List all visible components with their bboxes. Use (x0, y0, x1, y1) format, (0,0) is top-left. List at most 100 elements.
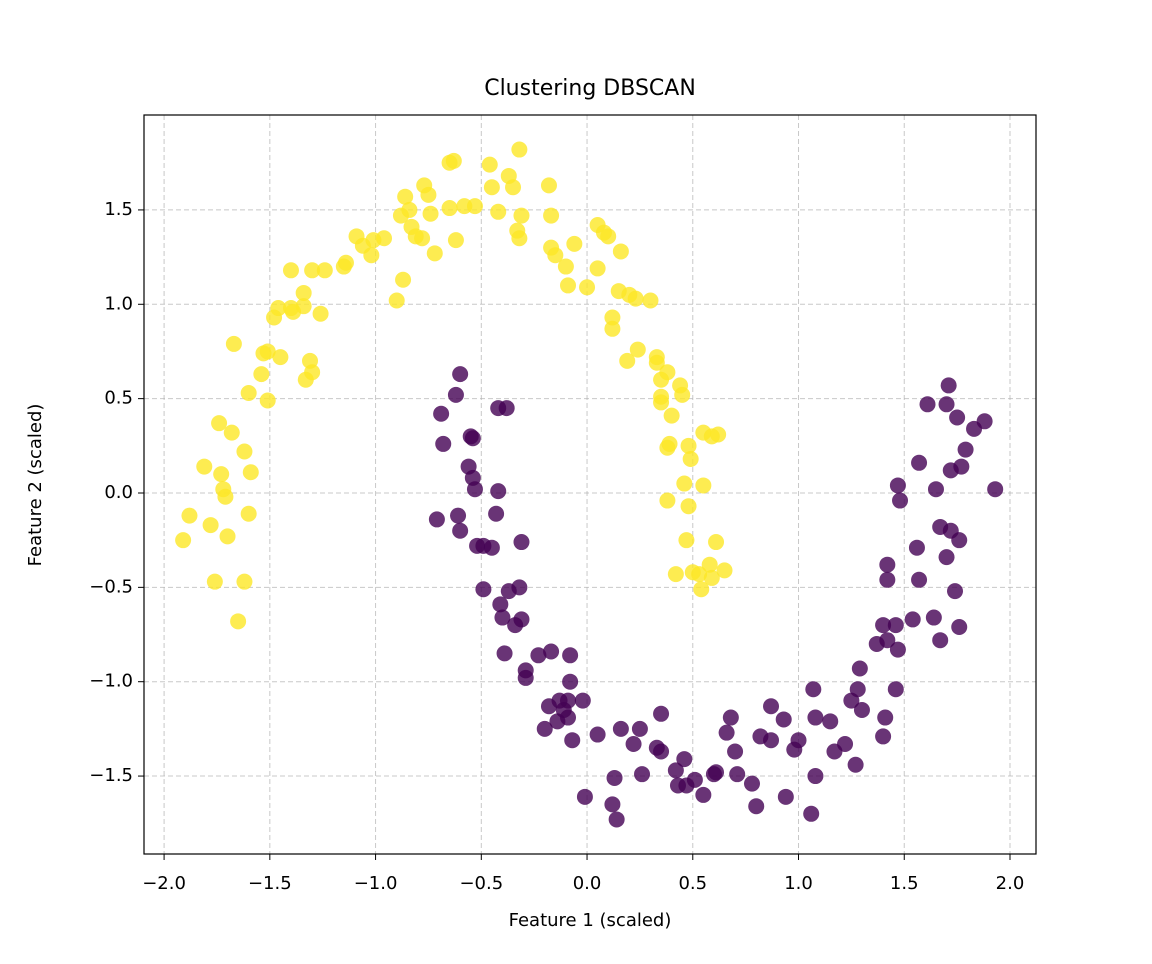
point (703, 569, 720, 586)
point (763, 698, 780, 715)
point (536, 720, 553, 737)
point (253, 366, 270, 383)
point (803, 805, 820, 822)
point (887, 617, 904, 634)
point (604, 796, 621, 813)
point (574, 692, 591, 709)
point (653, 394, 670, 411)
point (701, 556, 718, 573)
point (206, 573, 223, 590)
point (511, 141, 528, 158)
point (236, 573, 253, 590)
point (240, 505, 257, 522)
point (589, 260, 606, 277)
point (564, 732, 581, 749)
point (259, 343, 276, 360)
point (851, 660, 868, 677)
point (481, 156, 498, 173)
point (388, 292, 405, 309)
x-tick-label: −0.5 (459, 873, 503, 894)
point (889, 641, 906, 658)
point (879, 571, 896, 588)
point (560, 277, 577, 294)
point (674, 386, 691, 403)
point (452, 366, 469, 383)
point (805, 681, 822, 698)
point (653, 705, 670, 722)
y-tick-label: −1.0 (89, 671, 133, 692)
point (659, 492, 676, 509)
point (312, 305, 329, 322)
x-tick-label: 1.5 (890, 873, 919, 894)
y-tick-label: −1.5 (89, 765, 133, 786)
point (604, 309, 621, 326)
point (223, 424, 240, 441)
point (631, 720, 648, 737)
point (562, 673, 579, 690)
point (217, 488, 234, 505)
point (925, 609, 942, 626)
point (680, 498, 697, 515)
point (612, 243, 629, 260)
point (875, 617, 892, 634)
point (447, 232, 464, 249)
point (678, 532, 695, 549)
point (727, 743, 744, 760)
point (743, 775, 760, 792)
point (513, 534, 530, 551)
point (560, 692, 577, 709)
point (282, 262, 299, 279)
point (695, 786, 712, 803)
point (604, 320, 621, 337)
point (777, 788, 794, 805)
point (606, 769, 623, 786)
point (849, 681, 866, 698)
point (612, 720, 629, 737)
point (763, 732, 780, 749)
point (483, 179, 500, 196)
x-axis-label: Feature 1 (scaled) (509, 910, 672, 931)
y-tick-label: 0.0 (104, 482, 133, 503)
point (304, 262, 321, 279)
y-tick-label: 0.5 (104, 388, 133, 409)
point (213, 466, 230, 483)
point (295, 284, 312, 301)
point (511, 230, 528, 247)
point (579, 279, 596, 296)
point (395, 271, 412, 288)
point (904, 611, 921, 628)
point (653, 743, 670, 760)
point (957, 441, 974, 458)
point (540, 177, 557, 194)
x-tick-label: −1.0 (354, 873, 398, 894)
y-axis-label: Feature 2 (scaled) (25, 404, 46, 567)
point (272, 349, 289, 366)
point (420, 186, 437, 203)
point (466, 198, 483, 215)
point (716, 562, 733, 579)
point (748, 798, 765, 815)
point (511, 579, 528, 596)
point (513, 611, 530, 628)
point (953, 458, 970, 475)
point (242, 464, 259, 481)
point (682, 451, 699, 468)
point (181, 507, 198, 524)
x-tick-label: 2.0 (996, 873, 1025, 894)
point (414, 230, 431, 247)
point (363, 247, 380, 264)
point (295, 298, 312, 315)
point (847, 756, 864, 773)
point (951, 618, 968, 635)
point (608, 811, 625, 828)
point (625, 735, 642, 752)
point (316, 262, 333, 279)
point (219, 528, 236, 545)
point (790, 732, 807, 749)
point (911, 454, 928, 471)
point (547, 247, 564, 264)
point (447, 386, 464, 403)
point (576, 788, 593, 805)
y-tick-label: −0.5 (89, 576, 133, 597)
